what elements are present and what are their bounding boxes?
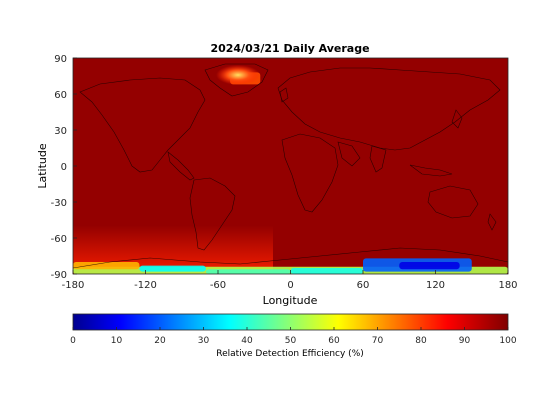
- colorbar-tick-label: 0: [70, 336, 76, 346]
- colorbar-tick-label: 70: [372, 336, 384, 346]
- heatmap-region-2: [139, 265, 206, 272]
- x-tick-label: -180: [62, 280, 85, 291]
- x-tick-label: 0: [287, 280, 293, 291]
- colorbar-tick-label: 10: [111, 336, 123, 346]
- colorbar-tick-label: 100: [499, 336, 516, 346]
- heatmap-area: [73, 58, 508, 274]
- x-tick-label: 60: [357, 280, 370, 291]
- colorbar-label: Relative Detection Efficiency (%): [216, 349, 364, 359]
- x-tick-label: -120: [134, 280, 157, 291]
- y-axis-label: Latitude: [36, 143, 49, 189]
- x-axis-ticks: -180 -120 -60 0 60 120 180: [62, 270, 518, 291]
- colorbar-ticks: 0 10 20 30 40 50 60 70 80 90 100: [70, 327, 517, 346]
- coastlines: [73, 63, 508, 269]
- greenland-hotspot: [216, 65, 260, 85]
- y-tick-label: 0: [61, 162, 67, 173]
- heatmap-region-6: [399, 262, 460, 270]
- heatmap-region-1: [73, 262, 140, 270]
- colorbar-tick-label: 20: [154, 336, 166, 346]
- y-tick-label: 30: [54, 126, 67, 137]
- colorbar-tick-label: 90: [459, 336, 471, 346]
- x-axis-label: Longitude: [263, 294, 318, 307]
- x-tick-label: 120: [426, 280, 445, 291]
- y-tick-label: -60: [51, 234, 67, 245]
- y-tick-label: -30: [51, 198, 67, 209]
- y-tick-label: 90: [54, 54, 67, 65]
- heatmap-region-4: [290, 268, 363, 274]
- x-tick-label: 180: [498, 280, 517, 291]
- x-tick-label: -60: [210, 280, 226, 291]
- colorbar-tick-label: 50: [285, 336, 297, 346]
- y-axis-ticks: -90 -60 -30 0 30 60 90: [51, 54, 77, 281]
- colorbar-tick-label: 40: [241, 336, 253, 346]
- colorbar-tick-label: 60: [328, 336, 340, 346]
- y-tick-label: 60: [54, 90, 67, 101]
- y-tick-label: -90: [51, 270, 67, 281]
- heatmap-region-3: [205, 269, 291, 274]
- chart-title: 2024/03/21 Daily Average: [210, 42, 369, 55]
- colorbar-tick-label: 30: [198, 336, 210, 346]
- colorbar-tick-label: 80: [415, 336, 427, 346]
